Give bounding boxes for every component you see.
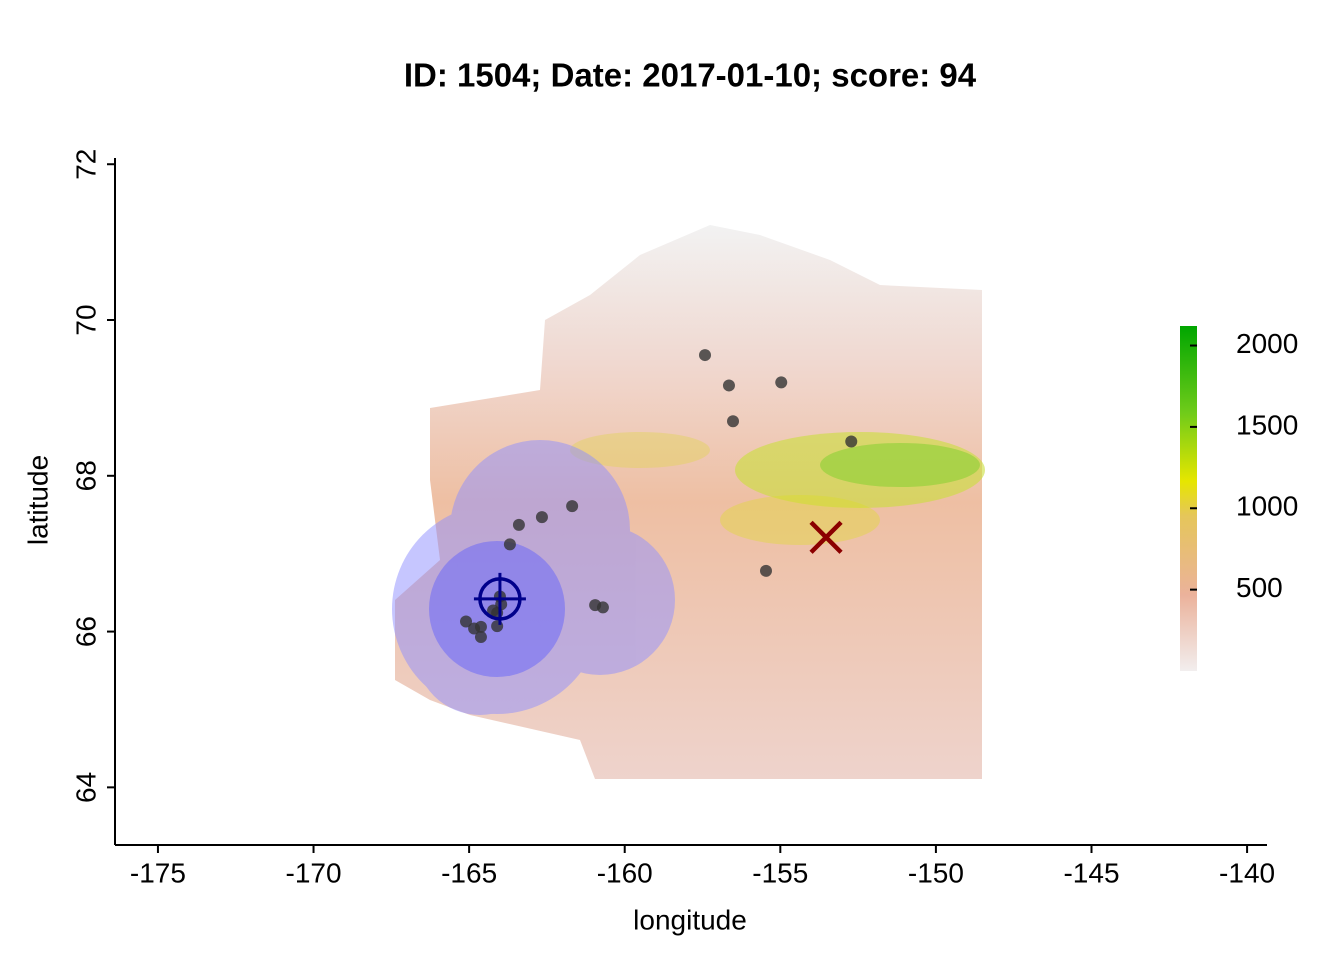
point xyxy=(759,564,772,577)
point xyxy=(596,601,609,614)
point xyxy=(727,415,740,428)
point xyxy=(845,435,858,448)
x-tick-label: -150 xyxy=(908,857,964,888)
y-tick-label: 68 xyxy=(70,460,101,491)
y-axis-label: latitude xyxy=(22,455,53,545)
x-tick-label: -145 xyxy=(1063,857,1119,888)
y-tick-label: 70 xyxy=(70,304,101,335)
colorbar xyxy=(1180,326,1197,671)
colorbar-tick-label: 1000 xyxy=(1236,491,1298,522)
point xyxy=(512,518,525,531)
point xyxy=(535,511,548,524)
point xyxy=(566,500,579,513)
point xyxy=(722,379,735,392)
point xyxy=(775,376,788,389)
point xyxy=(487,604,500,617)
x-tick-label: -165 xyxy=(441,857,497,888)
y-tick-label: 64 xyxy=(70,772,101,803)
x-axis-label: longitude xyxy=(633,904,747,935)
y-tick-label: 66 xyxy=(70,616,101,647)
y-tick-label: 72 xyxy=(70,149,101,180)
x-tick-label: -140 xyxy=(1219,857,1275,888)
estimate-marker xyxy=(809,520,843,554)
colorbar-tick-label: 2000 xyxy=(1236,328,1298,359)
point xyxy=(503,538,516,551)
chart-title: ID: 1504; Date: 2017-01-10; score: 94 xyxy=(404,57,977,94)
point xyxy=(460,615,473,628)
point xyxy=(474,631,487,644)
point xyxy=(474,620,487,633)
x-tick-label: -170 xyxy=(286,857,342,888)
colorbar-tick-label: 500 xyxy=(1236,572,1283,603)
x-tick-label: -155 xyxy=(752,857,808,888)
search-region xyxy=(392,440,675,715)
colorbar-tick-label: 1500 xyxy=(1236,409,1298,440)
x-tick-label: -175 xyxy=(130,857,186,888)
x-tick-label: -160 xyxy=(597,857,653,888)
point xyxy=(699,349,712,362)
